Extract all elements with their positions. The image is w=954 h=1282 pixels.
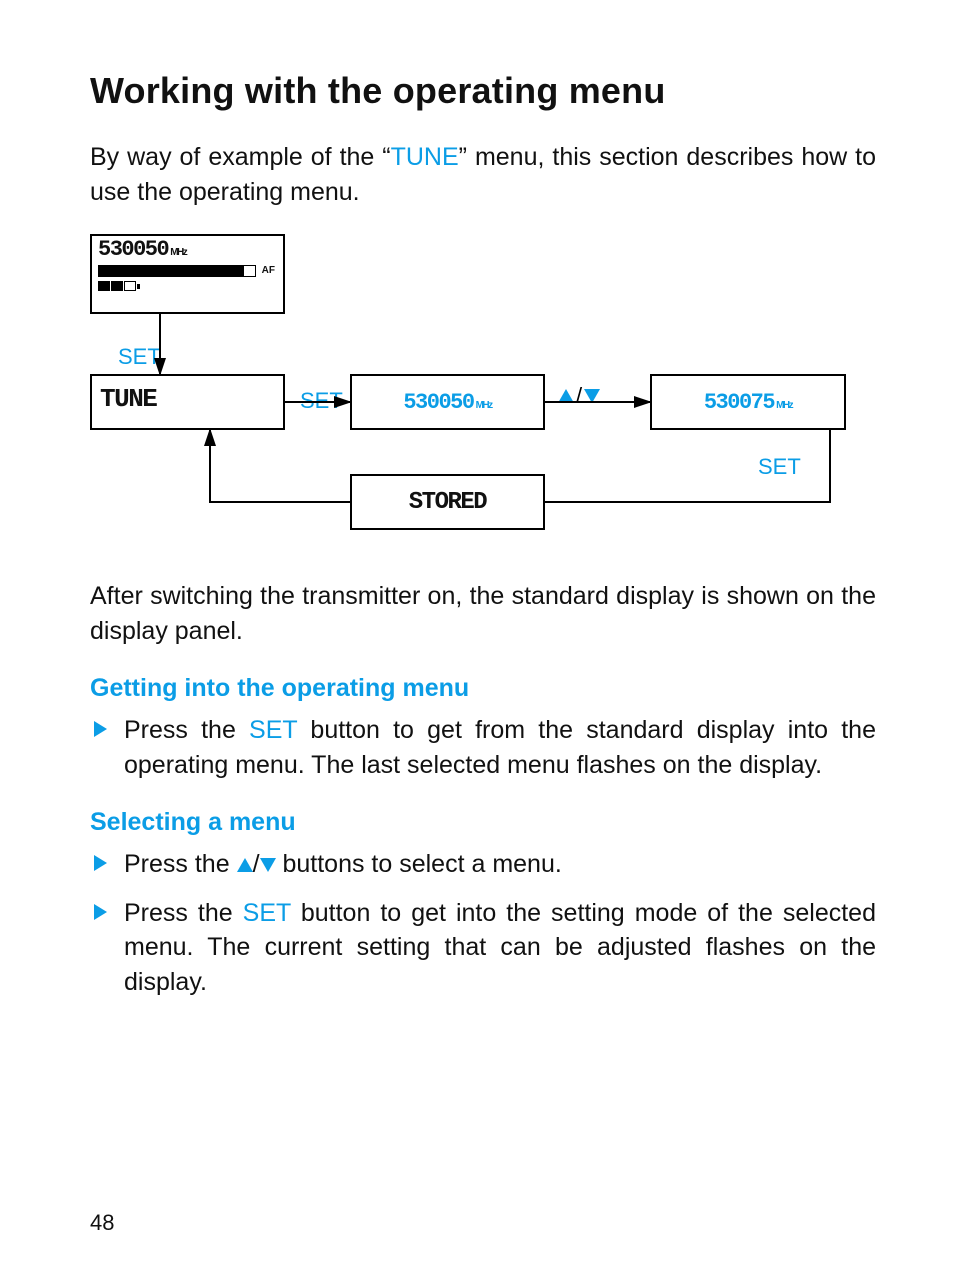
slash: / <box>253 850 260 878</box>
text: Press the <box>124 850 237 878</box>
page-title: Working with the operating menu <box>90 70 876 112</box>
after-diagram-paragraph: After switching the transmitter on, the … <box>90 579 876 648</box>
list-item: Press the SET button to get into the set… <box>90 896 876 1000</box>
arrow-label-updown: / <box>558 382 600 409</box>
triangle-up-icon <box>237 858 253 872</box>
intro-accent: TUNE <box>391 143 459 171</box>
intro-pre: By way of example of the “ <box>90 143 391 171</box>
arrow-label-set: SET <box>300 388 343 414</box>
text: buttons to select a menu. <box>276 850 562 878</box>
section-heading: Getting into the operating menu <box>90 674 876 703</box>
freq-current: 530050MHz <box>403 390 491 415</box>
slash: / <box>576 383 582 409</box>
triangle-down-icon <box>260 858 276 872</box>
top-frequency: 530050MHz <box>98 240 277 263</box>
arrow-label-set: SET <box>758 454 801 480</box>
tune-label: TUNE <box>100 384 275 414</box>
list-item: Press the / buttons to select a menu. <box>90 847 876 882</box>
battery-icon <box>98 281 277 291</box>
standard-display-box: 530050MHz <box>90 234 285 314</box>
triangle-down-icon <box>584 389 600 403</box>
af-meter <box>98 265 256 277</box>
freq-adjusted: 530075MHz <box>704 390 792 415</box>
set-accent: SET <box>243 899 291 927</box>
triangle-up-icon <box>558 389 574 403</box>
tune-menu-box: TUNE <box>90 374 285 430</box>
unit-mhz: MHz <box>776 400 792 411</box>
text: Press the <box>124 899 243 927</box>
unit-mhz: MHz <box>170 247 186 258</box>
section-heading: Selecting a menu <box>90 808 876 837</box>
stored-box: STORED <box>350 474 545 530</box>
freq-current-box: 530050MHz <box>350 374 545 430</box>
manual-page: Working with the operating menu By way o… <box>0 0 954 1282</box>
arrow-label-set: SET <box>118 344 161 370</box>
stored-label: STORED <box>409 489 486 516</box>
freq-current-value: 530050 <box>403 390 473 415</box>
set-accent: SET <box>249 716 297 744</box>
page-number: 48 <box>90 1210 114 1236</box>
unit-mhz: MHz <box>476 400 492 411</box>
bullet-list: Press the SET button to get from the sta… <box>90 713 876 782</box>
freq-adjusted-value: 530075 <box>704 390 774 415</box>
menu-flow-diagram: 530050MHz TUNE 530050MHz 530075MHz <box>90 234 866 554</box>
bullet-list: Press the / buttons to select a menu. Pr… <box>90 847 876 999</box>
freq-adjusted-box: 530075MHz <box>650 374 846 430</box>
top-frequency-value: 530050 <box>98 237 168 262</box>
intro-paragraph: By way of example of the “TUNE” menu, th… <box>90 140 876 209</box>
text: Press the <box>124 716 249 744</box>
list-item: Press the SET button to get from the sta… <box>90 713 876 782</box>
